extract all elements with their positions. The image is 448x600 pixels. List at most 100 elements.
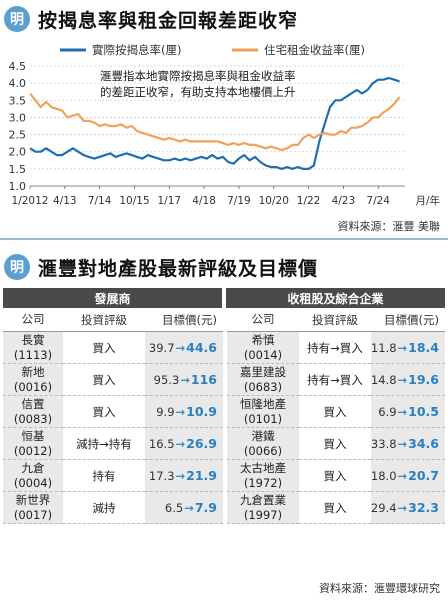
y-tick-label: 4.5 (9, 60, 27, 73)
brand-logo-icon: 明 (4, 254, 30, 280)
company-name: 希慎 (251, 332, 275, 347)
table-row: 恒基 (0012) 減持→持有 16.5 → 26.9 港鐵 (0066) 買入 33.8 → 34.… (3, 428, 445, 460)
company-name: 恒基 (21, 428, 45, 443)
y-tick-label: 1.5 (9, 163, 27, 176)
rating-table: 發展商 收租股及綜合企業 公司 投資評級 目標價(元) 公司 投資評級 目標價(… (3, 288, 445, 524)
target-cell: 14.8 → 19.6 (371, 364, 445, 396)
company-name: 新世界 (15, 492, 51, 507)
x-tick-label: 10/20 (259, 195, 289, 207)
arrow-right-icon: → (175, 404, 186, 419)
old-target: 18.0 (370, 468, 397, 483)
old-target: 6.9 (378, 404, 397, 419)
stock-code: (0016) (13, 379, 53, 394)
x-unit-label: 月/年 (415, 194, 440, 207)
rating-cell: 買入 (63, 396, 145, 428)
table-row: 長實 (1113) 買入 39.7 → 44.6 希慎 (0014) 持有→買入 11.8 → 18.… (3, 332, 445, 364)
stock-code: (0083) (13, 411, 53, 426)
new-target: 116 (190, 372, 217, 387)
new-target: 26.9 (186, 436, 217, 451)
legend-label: 住宅租金收益率(厘) (264, 43, 365, 57)
rating-cell: 買入 (63, 364, 145, 396)
target-cell: 11.8 → 18.4 (371, 332, 445, 364)
col-company: 公司 (3, 308, 63, 332)
company-name: 長實 (21, 332, 45, 347)
rating-cell: 減持→持有 (63, 428, 145, 460)
arrow-right-icon: → (397, 340, 408, 355)
new-target: 7.9 (194, 500, 217, 515)
old-target: 14.8 (370, 372, 397, 387)
target-cell: 16.5 → 26.9 (145, 428, 223, 460)
company-name: 九倉 (21, 460, 45, 475)
arrow-right-icon: → (397, 500, 408, 515)
rating-cell: 減持 (63, 492, 145, 524)
target-cell: 17.3 → 21.9 (145, 460, 223, 492)
stock-code: (1997) (243, 507, 283, 522)
group-landlords: 收租股及綜合企業 (226, 288, 445, 308)
company-name: 九倉置業 (240, 492, 286, 507)
y-tick-label: 4.0 (9, 77, 27, 90)
new-target: 18.4 (408, 340, 439, 355)
company-cell: 太古地產 (1972) (227, 460, 299, 492)
old-target: 95.3 (153, 372, 180, 387)
group-developers: 發展商 (3, 288, 222, 308)
x-tick-label: 1/2012 (12, 195, 49, 207)
company-cell: 恒隆地產 (0101) (227, 396, 299, 428)
stock-code: (0683) (243, 379, 283, 394)
company-cell: 新世界 (0017) (3, 492, 63, 524)
target-cell: 29.4 → 32.3 (371, 492, 445, 524)
col-target: 目標價(元) (145, 308, 223, 332)
company-cell: 信置 (0083) (3, 396, 63, 428)
target-cell: 39.7 → 44.6 (145, 332, 223, 364)
company-cell: 長實 (1113) (3, 332, 63, 364)
stock-code: (1113) (13, 347, 53, 362)
new-target: 10.9 (186, 404, 217, 419)
section1-title: 按揭息率與租金回報差距收窄 (38, 9, 299, 32)
y-tick-label: 2.5 (9, 129, 27, 142)
old-target: 16.5 (148, 436, 175, 451)
table-row: 信置 (0083) 買入 9.9 → 10.9 恒隆地產 (0101) 買入 6.9 → 10.5 (3, 396, 445, 428)
company-name: 恒隆地產 (240, 396, 286, 411)
stock-code: (1972) (243, 475, 283, 490)
x-tick-label: 7/19 (227, 195, 251, 207)
target-cell: 95.3 → 116 (145, 364, 223, 396)
x-tick-label: 10/15 (119, 195, 149, 207)
col-rating: 投資評級 (299, 308, 371, 332)
old-target: 9.9 (156, 404, 175, 419)
table-row: 九倉 (0004) 持有 17.3 → 21.9 太古地產 (1972) 買入 18.0 → 20.7 (3, 460, 445, 492)
new-target: 21.9 (186, 468, 217, 483)
company-cell: 九倉置業 (1997) (227, 492, 299, 524)
old-target: 39.7 (148, 340, 175, 355)
section-divider (0, 238, 448, 240)
rating-cell: 持有→買入 (299, 332, 371, 364)
arrow-right-icon: → (175, 468, 186, 483)
new-target: 44.6 (186, 340, 217, 355)
x-tick-label: 1/22 (297, 195, 321, 207)
company-name: 太古地產 (240, 460, 286, 475)
y-tick-label: 2.0 (9, 146, 27, 159)
series-line-rental-yield (29, 92, 401, 152)
company-name: 嘉里建設 (240, 364, 286, 379)
chart-annotation-line: 的差距正收窄，有助支持本地樓價上升 (100, 85, 296, 99)
rating-cell: 持有 (63, 460, 145, 492)
target-cell: 33.8 → 34.6 (371, 428, 445, 460)
legend-label: 實際按揭息率(厘) (92, 43, 181, 57)
table-row: 新世界 (0017) 減持 6.5 → 7.9 九倉置業 (1997) 買入 29.4 → 32.3 (3, 492, 445, 524)
section1-source: 資料來源：滙豐 美聯 (337, 220, 441, 233)
section2-header: 明 滙豐對地產股最新評級及目標價 (4, 252, 318, 282)
stock-code: (0012) (13, 443, 53, 458)
arrow-right-icon: → (184, 500, 194, 515)
brand-logo-icon: 明 (4, 6, 30, 32)
x-tick-label: 1/17 (157, 195, 181, 207)
y-tick-label: 3.0 (9, 111, 27, 124)
stock-code: (0066) (243, 443, 283, 458)
y-tick-label: 1.0 (9, 180, 27, 193)
chart-annotation-line: 滙豐指本地實際按揭息率與租金收益率 (100, 69, 296, 83)
x-tick-label: 7/24 (366, 195, 390, 207)
x-tick-label: 7/14 (88, 195, 112, 207)
section1-header: 明 按揭息率與租金回報差距收窄 (4, 4, 298, 34)
company-cell: 新地 (0016) (3, 364, 63, 396)
old-target: 6.5 (164, 500, 184, 515)
stock-code: (0101) (243, 411, 283, 426)
new-target: 20.7 (408, 468, 439, 483)
arrow-right-icon: → (397, 468, 408, 483)
